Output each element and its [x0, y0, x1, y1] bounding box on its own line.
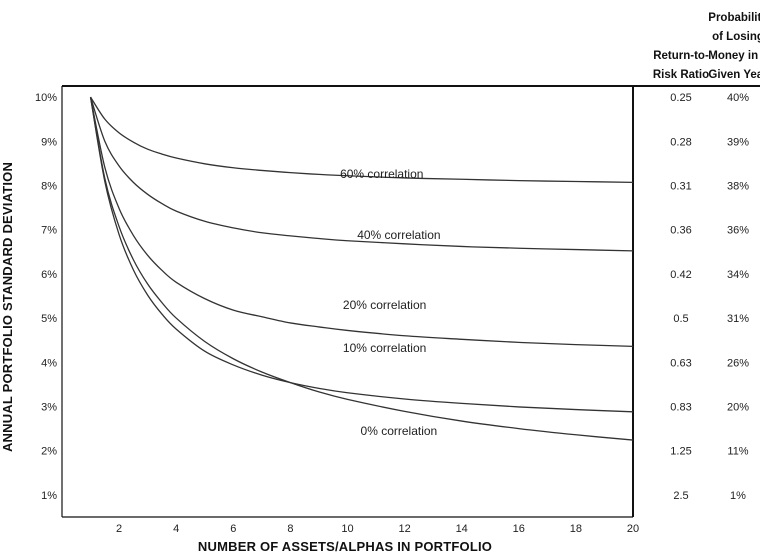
ratio-value: 0.25: [670, 92, 691, 104]
series-label-10-correlation: 10% correlation: [343, 341, 426, 355]
probability-value: 20%: [727, 401, 749, 413]
x-axis-title: NUMBER OF ASSETS/ALPHAS IN PORTFOLIO: [198, 539, 492, 554]
x-tick-label: 16: [513, 523, 525, 535]
probability-value: 1%: [730, 490, 746, 502]
x-tick-label: 6: [230, 523, 236, 535]
ratio-value: 1.25: [670, 446, 691, 458]
y-axis-ticks: 10% 9% 8% 7% 6% 5% 4% 3% 2% 1%: [35, 92, 57, 502]
ratio-value: 0.28: [670, 136, 691, 148]
series-line-40-correlation: [89, 96, 634, 252]
plot-frame: [61, 85, 760, 518]
ratio-value: 0.31: [670, 180, 691, 192]
y-tick-label: 3%: [41, 401, 57, 413]
series-label-40-correlation: 40% correlation: [357, 228, 440, 242]
y-tick-label: 2%: [41, 446, 57, 458]
series-line-60-correlation: [90, 96, 634, 184]
y-tick-label: 9%: [41, 136, 57, 148]
header-probability-losing: Money in a: [708, 50, 760, 62]
header-return-to-risk: Risk Ratio: [653, 69, 709, 81]
series-line-0-correlation: [89, 96, 634, 441]
header-probability-losing: of Losing: [712, 31, 760, 43]
series-labels: 60% correlation 40% correlation 20% correl…: [340, 167, 441, 438]
ratio-value: 0.36: [670, 225, 691, 237]
series-label-20-correlation: 20% correlation: [343, 298, 426, 312]
x-tick-label: 10: [341, 523, 353, 535]
ratio-value: 0.5: [673, 313, 688, 325]
series-label-0-correlation: 0% correlation: [361, 424, 438, 438]
ratio-value: 0.83: [670, 401, 691, 413]
x-tick-label: 14: [456, 523, 468, 535]
x-tick-label: 2: [116, 523, 122, 535]
header-return-to-risk: Return-to-: [653, 50, 709, 62]
y-tick-label: 6%: [41, 269, 57, 281]
probability-value: 36%: [727, 225, 749, 237]
ratio-value: 2.5: [673, 490, 688, 502]
y-tick-label: 5%: [41, 313, 57, 325]
probability-value: 11%: [727, 446, 748, 458]
y-tick-label: 8%: [41, 180, 57, 192]
ratio-value: 0.42: [670, 269, 691, 281]
probability-value: 34%: [727, 269, 749, 281]
ratio-value: 0.63: [670, 357, 691, 369]
y-tick-label: 10%: [35, 92, 57, 104]
header-probability-losing: Probability: [708, 12, 760, 24]
x-tick-label: 12: [398, 523, 410, 535]
probability-value: 31%: [727, 313, 749, 325]
y-tick-label: 1%: [41, 490, 57, 502]
series-label-60-correlation: 60% correlation: [340, 167, 423, 181]
probability-value: 26%: [727, 357, 749, 369]
x-tick-label: 20: [627, 523, 639, 535]
x-tick-label: 4: [173, 523, 179, 535]
x-axis-ticks: 2 4 6 8 10 12 14 16 18 20: [116, 523, 639, 535]
probability-value: 38%: [727, 180, 749, 192]
x-tick-label: 18: [570, 523, 582, 535]
header-probability-losing: Given Year: [708, 69, 760, 81]
y-tick-label: 7%: [41, 225, 57, 237]
y-tick-label: 4%: [41, 357, 57, 369]
x-tick-label: 8: [287, 523, 293, 535]
probability-value: 40%: [727, 92, 749, 104]
series-line-20-correlation: [89, 96, 634, 348]
side-table: Return-to- Risk Ratio Probability of Losing…: [653, 12, 760, 502]
y-axis-title: ANNUAL PORTFOLIO STANDARD DEVIATION: [0, 162, 15, 452]
probability-value: 39%: [727, 136, 749, 148]
series-lines: [89, 96, 634, 441]
series-line-10-correlation: [89, 96, 634, 413]
